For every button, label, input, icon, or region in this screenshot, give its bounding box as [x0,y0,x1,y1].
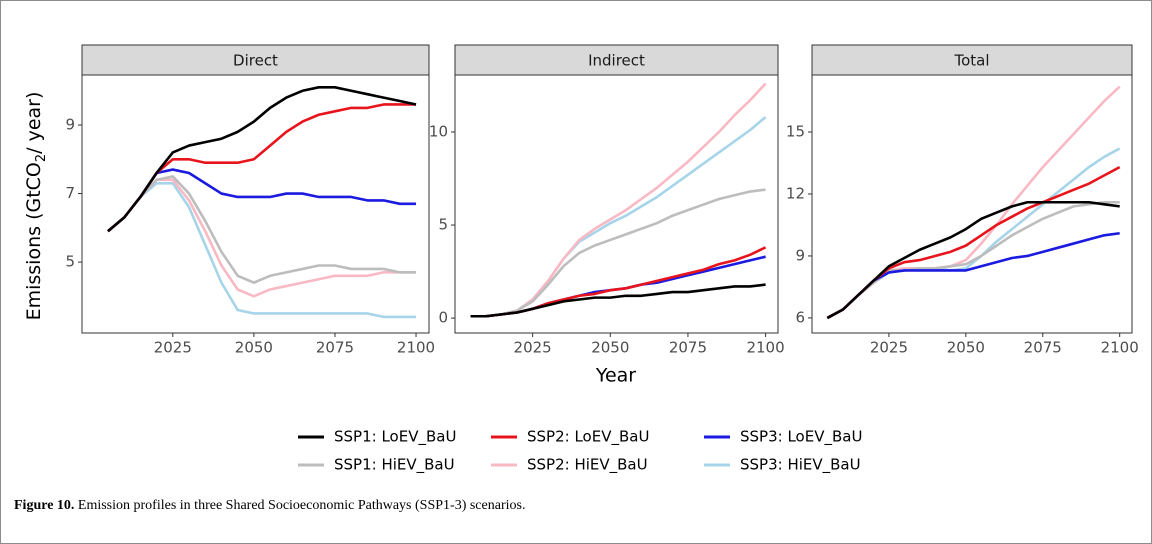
x-tick-label: 2050 [947,339,985,357]
y-title-part: Emissions (GtCO [23,162,45,320]
panel-border [811,74,1133,334]
series-line [107,175,417,284]
strip-label: Total [953,52,989,70]
y-tick-label: 0 [438,309,448,327]
strip [811,44,1133,76]
x-tick-label: 2050 [235,339,273,357]
x-tick-label: 2025 [514,339,552,357]
series-line [107,168,417,233]
x-tick-label: 2075 [669,339,707,357]
legend-label: SSP3: HiEV_BaU [740,456,861,475]
y-title-part: / year) [23,92,45,154]
legend-label: SSP2: LoEV_BaU [527,428,649,447]
y-tick-label: 5 [65,253,75,271]
x-tick-label: 2050 [591,339,629,357]
y-tick-label: 9 [795,246,805,264]
x-tick-label: 2100 [397,339,435,357]
caption-text: Emission profiles in three Shared Socioe… [78,498,526,513]
y-tick-label: 6 [795,308,805,326]
y-tick-label: 12 [786,184,805,202]
legend-label: SSP3: LoEV_BaU [740,428,862,447]
series-line [470,188,766,318]
series-line [826,200,1120,320]
x-tick-label: 2075 [316,339,354,357]
x-tick-label: 2025 [154,339,192,357]
y-tick-label: 5 [438,216,448,234]
series-line [107,86,417,233]
panel [455,75,778,333]
strip [454,44,779,76]
x-tick-label: 2075 [1024,339,1062,357]
x-tick-label: 2100 [746,339,784,357]
caption-label: Figure 10. [14,498,74,513]
series-line [470,283,766,318]
y-tick-label: 7 [65,184,75,202]
x-tick-label: 2100 [1101,339,1139,357]
y-tick-label: 9 [65,116,75,134]
y-tick-label: 15 [786,123,805,141]
panel-border [454,74,779,334]
legend-label: SSP1: HiEV_BaU [334,456,455,475]
legend-label: SSP2: HiEV_BaU [527,456,648,475]
caption: Figure 10. Emission profiles in three Sh… [14,498,525,513]
panel [82,75,429,333]
legend-label: SSP1: LoEV_BaU [334,428,456,447]
series-line [107,181,417,319]
y-title-sub: 2 [34,154,49,162]
strip-label: Direct [233,52,278,70]
panel-border [81,74,430,334]
strip [81,44,430,76]
strip-label: Indirect [588,52,645,70]
x-axis-title: Year [595,365,636,387]
x-tick-label: 2025 [870,339,908,357]
y-tick-label: 10 [429,122,448,140]
y-axis-title: Emissions (GtCO2/ year) [23,92,50,321]
